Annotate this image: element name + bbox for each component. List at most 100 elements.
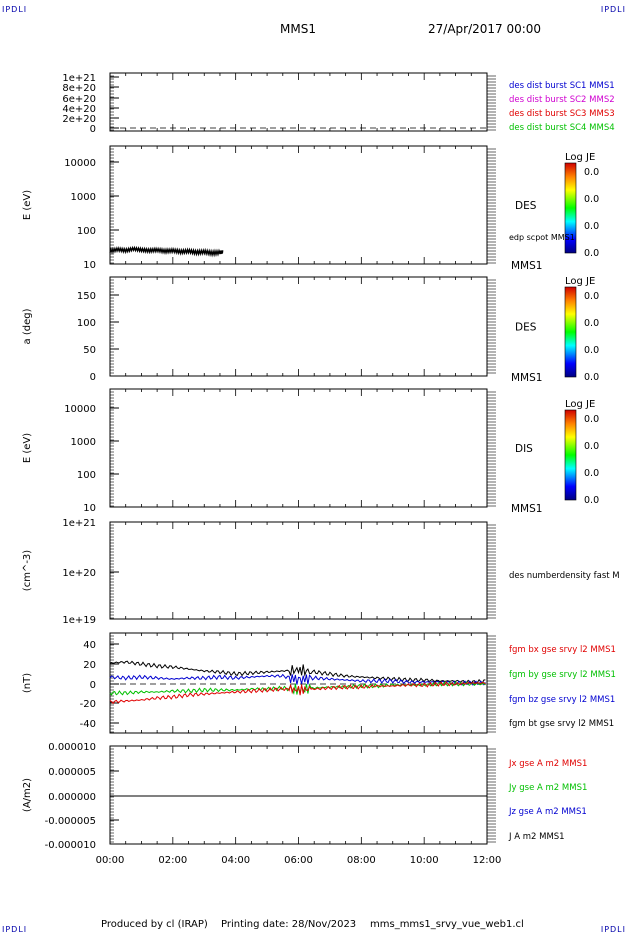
panel-7-legend-entry: Jy gse A m2 MMS1 (508, 783, 587, 793)
panel-6-legend-entry: fgm by gse srvy l2 MMS1 (509, 670, 616, 680)
panel-7-legend-entry: J A m2 MMS1 (508, 832, 565, 842)
panel-7-ytick-label: -0.000010 (45, 840, 96, 851)
panel-6-legend-entry: fgm bx gse srvy l2 MMS1 (509, 645, 616, 655)
panel-6-ytick-label: 40 (83, 640, 96, 651)
panel-2-product-label: DES (515, 200, 537, 212)
panel-5-ytick-label: 1e+21 (62, 518, 96, 529)
panel-6-ytick-label: 20 (83, 660, 96, 671)
panel-7-legend-entry: Jx gse A m2 MMS1 (508, 759, 587, 769)
time-axis-label: 02:00 (158, 855, 187, 866)
panel-3-product-label: DES (515, 322, 537, 334)
panel-4-ytick-label: 10 (83, 503, 96, 514)
panel-6-ytick-label: 0 (90, 680, 96, 691)
panel-6-legend-entry: fgm bz gse srvy l2 MMS1 (509, 695, 615, 705)
colorbar-1-title: Log JE (565, 152, 595, 163)
colorbar-2-tick-label: 0.0 (584, 345, 599, 356)
panel-6-ylabel: (nT) (22, 673, 33, 693)
panel-2-ytick-label: 1000 (71, 192, 96, 203)
spacecraft-title: MMS1 (280, 22, 316, 36)
panel-6-ytick-label: -20 (80, 699, 96, 710)
panel-1-legend-entry: des dist burst SC4 MMS4 (509, 123, 615, 133)
panel-7-ytick-label: -0.000005 (45, 816, 96, 827)
panel-1-legend-entry: des dist burst SC1 MMS1 (509, 81, 615, 91)
colorbar-2-tick-label: 0.0 (584, 372, 599, 383)
colorbar-1-tick-label: 0.0 (584, 194, 599, 205)
colorbar-1 (564, 162, 577, 254)
panel-5-legend-entry: des numberdensity fast M (509, 571, 620, 581)
corner-mark-top-left: IPDLI (2, 5, 28, 14)
panel-6-ytick-label: -40 (80, 719, 96, 730)
panel-5-ylabel: (cm^-3) (22, 550, 33, 591)
colorbar-3-title: Log JE (565, 399, 595, 410)
colorbar-3 (564, 409, 577, 501)
panel-5-frame (109, 521, 488, 620)
panel-6-legend-entry: fgm bt gse srvy l2 MMS1 (509, 719, 614, 729)
panel-1-ytick-label: 6e+20 (62, 94, 96, 105)
colorbar-1-tick-label: 0.0 (584, 167, 599, 178)
panel-5-ytick-label: 1e+20 (62, 568, 96, 579)
colorbar-1-tick-label: 0.0 (584, 248, 599, 259)
corner-mark-bottom-left: IPDLI (2, 925, 28, 934)
panel-3-ytick-label: 150 (77, 291, 96, 302)
footer-printing-date: Printing date: 28/Nov/2023 (221, 919, 357, 930)
panel-2-ytick-label: 100 (77, 226, 96, 237)
corner-mark-top-right: IPDLI (600, 5, 626, 14)
panel-6-series-line (109, 660, 486, 685)
colorbar-3-tick-label: 0.0 (584, 441, 599, 452)
panel-2-ytick-label: 10 (83, 260, 96, 271)
panel-2-spacecraft-label: MMS1 (511, 260, 542, 272)
time-axis-label: 12:00 (473, 855, 502, 866)
panel-7-ytick-label: 0.000000 (48, 792, 96, 803)
colorbar-3-tick-label: 0.0 (584, 414, 599, 425)
panel-3-frame (109, 276, 488, 377)
panel-2-ylabel: E (eV) (22, 190, 33, 220)
panel-3-spacecraft-label: MMS1 (511, 372, 542, 384)
panel-6-series-line (109, 673, 486, 686)
panel-6-series-line (109, 681, 486, 696)
panel-7-frame (109, 745, 488, 845)
time-axis-label: 00:00 (96, 855, 125, 866)
colorbar-2 (564, 286, 577, 378)
panel-5-ytick-label: 1e+19 (62, 615, 96, 626)
date-title: 27/Apr/2017 00:00 (428, 22, 542, 36)
panel-2-frame (109, 145, 488, 265)
colorbar-1-tick-label: 0.0 (584, 221, 599, 232)
panel-3-ytick-label: 100 (77, 318, 96, 329)
panel-1-frame (109, 72, 488, 132)
panel-4-ytick-label: 100 (77, 470, 96, 481)
panel-2-ytick-label: 10000 (64, 158, 96, 169)
footer-file-name: mms_mms1_srvy_vue_web1.cl (370, 919, 524, 930)
panel-4-ytick-label: 10000 (64, 404, 96, 415)
footer-producer: Produced by cl (IRAP) (101, 919, 208, 930)
panel-2-overlay-label: edp scpot MMS1 (509, 233, 575, 242)
panel-1-ytick-label: 2e+20 (62, 114, 96, 125)
colorbar-3-tick-label: 0.0 (584, 468, 599, 479)
panel-2-scpot-line (109, 245, 224, 258)
time-axis-label: 04:00 (221, 855, 250, 866)
panel-7-legend-entry: Jz gse A m2 MMS1 (508, 807, 587, 817)
panel-1-ytick-label: 4e+20 (62, 104, 96, 115)
panel-1-legend-entry: des dist burst SC3 MMS3 (509, 109, 615, 119)
panel-7-ytick-label: 0.000005 (48, 767, 96, 778)
panel-7-ylabel: (A/m2) (22, 778, 33, 812)
panel-1-ytick-label: 8e+20 (62, 83, 96, 94)
panel-4-spacecraft-label: MMS1 (511, 503, 542, 515)
panel-4-ytick-label: 1000 (71, 437, 96, 448)
corner-mark-bottom-right: IPDLI (600, 925, 626, 934)
panel-4-product-label: DIS (515, 443, 533, 455)
time-axis-label: 06:00 (284, 855, 313, 866)
panel-1-legend-entry: des dist burst SC2 MMS2 (509, 95, 615, 105)
colorbar-2-title: Log JE (565, 276, 595, 287)
panel-7-ytick-label: 0.000010 (48, 742, 96, 753)
colorbar-2-tick-label: 0.0 (584, 291, 599, 302)
panel-6-series-line (109, 681, 486, 705)
time-axis-label: 08:00 (347, 855, 376, 866)
colorbar-2-tick-label: 0.0 (584, 318, 599, 329)
panel-1-ytick-label: 1e+21 (62, 73, 96, 84)
panel-3-ytick-label: 0 (90, 372, 96, 383)
panel-4-frame (109, 388, 488, 508)
panel-1-ytick-label: 0 (90, 124, 96, 135)
panel-3-ylabel: a (deg) (22, 308, 33, 344)
colorbar-3-tick-label: 0.0 (584, 495, 599, 506)
